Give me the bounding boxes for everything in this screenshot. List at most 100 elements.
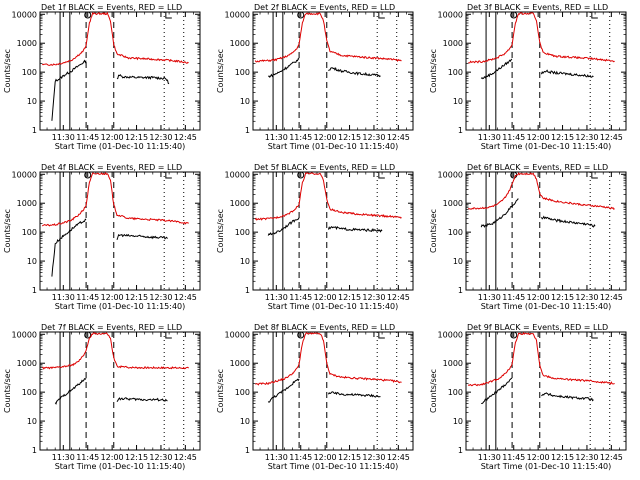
- y-tick-label: 1000: [17, 199, 37, 208]
- lld-series-line: [254, 172, 402, 221]
- flag-marker: [165, 332, 172, 339]
- y-tick-label: 100: [235, 228, 250, 237]
- x-tick-label: 12:15: [338, 133, 361, 142]
- x-tick-label: 11:45: [76, 293, 99, 302]
- events-series-line: [480, 58, 513, 80]
- x-tick-label: 12:15: [125, 293, 148, 302]
- x-tick-label: 11:30: [478, 133, 501, 142]
- x-tick-label: 12:30: [149, 293, 172, 302]
- x-axis-label: Start Time (01-Dec-10 11:15:40): [268, 462, 399, 471]
- panel-title: Det 8f BLACK = Events, RED = LLD: [254, 323, 395, 332]
- events-series-line: [541, 392, 594, 402]
- panel-title: Det 3f BLACK = Events, RED = LLD: [467, 3, 608, 12]
- x-tick-label: 11:45: [289, 293, 312, 302]
- panel-det-9f: Det 9f BLACK = Events, RED = LLD 1 10 100 10…: [429, 323, 627, 471]
- y-tick-label: 1: [458, 446, 463, 455]
- y-axis-label: Counts/sec: [216, 369, 225, 413]
- events-series-line: [54, 377, 87, 405]
- lld-series-line: [468, 12, 615, 64]
- events-series-line: [116, 233, 168, 240]
- y-tick-label: 1000: [443, 199, 463, 208]
- y-axis-label: Counts/sec: [216, 209, 225, 253]
- y-tick-label: 10: [27, 417, 37, 426]
- y-tick-label: 10000: [438, 10, 463, 19]
- y-tick-label: 10000: [12, 170, 37, 179]
- y-tick-label: 10000: [438, 170, 463, 179]
- x-tick-label: 12:00: [314, 453, 337, 462]
- flag-marker: [165, 12, 172, 19]
- y-tick-label: 100: [22, 388, 37, 397]
- events-series-line: [327, 225, 383, 233]
- x-tick-label: 12:45: [387, 293, 410, 302]
- x-tick-label: 12:15: [125, 133, 148, 142]
- x-tick-label: 12:15: [551, 453, 574, 462]
- y-tick-label: 1: [245, 286, 250, 295]
- y-tick-label: 10: [240, 417, 250, 426]
- y-tick-label: 10: [27, 257, 37, 266]
- x-tick-label: 12:30: [362, 453, 385, 462]
- y-tick-label: 1000: [17, 39, 37, 48]
- x-axis-label: Start Time (01-Dec-10 11:15:40): [481, 302, 612, 311]
- lld-series-line: [41, 332, 189, 370]
- events-series-line: [116, 74, 170, 85]
- x-axis-label: Start Time (01-Dec-10 11:15:40): [55, 142, 186, 151]
- panel-title: Det 1f BLACK = Events, RED = LLD: [41, 3, 182, 12]
- x-axis-label: Start Time (01-Dec-10 11:15:40): [55, 302, 186, 311]
- x-tick-label: 11:45: [76, 133, 99, 142]
- x-tick-label: 11:30: [265, 133, 288, 142]
- events-series-line: [540, 215, 596, 228]
- panel-det-2f: Det 2f BLACK = Events, RED = LLD 1 10 100 10…: [216, 3, 414, 151]
- y-tick-label: 100: [448, 228, 463, 237]
- x-tick-label: 11:45: [289, 133, 312, 142]
- panel-title: Det 5f BLACK = Events, RED = LLD: [254, 163, 395, 172]
- panel-title: Det 6f BLACK = Events, RED = LLD: [467, 163, 608, 172]
- y-tick-label: 10000: [225, 170, 250, 179]
- y-tick-label: 10: [453, 97, 463, 106]
- y-tick-label: 1000: [443, 39, 463, 48]
- x-tick-label: 11:30: [265, 453, 288, 462]
- y-tick-label: 1000: [230, 359, 250, 368]
- y-axis-label: Counts/sec: [429, 369, 438, 413]
- x-tick-label: 12:15: [338, 453, 361, 462]
- x-tick-label: 11:30: [478, 293, 501, 302]
- y-tick-label: 1000: [17, 359, 37, 368]
- y-tick-label: 10000: [225, 10, 250, 19]
- y-tick-label: 10000: [12, 10, 37, 19]
- flag-marker: [165, 172, 172, 179]
- events-series-line: [327, 391, 381, 398]
- x-tick-label: 12:00: [101, 133, 124, 142]
- x-tick-label: 12:30: [362, 293, 385, 302]
- events-series-line: [267, 57, 300, 78]
- y-tick-label: 1000: [230, 199, 250, 208]
- panel-title: Det 4f BLACK = Events, RED = LLD: [41, 163, 182, 172]
- x-tick-label: 12:30: [575, 453, 598, 462]
- panel-title: Det 7f BLACK = Events, RED = LLD: [41, 323, 182, 332]
- y-tick-label: 10000: [225, 330, 250, 339]
- x-tick-label: 12:45: [600, 133, 623, 142]
- x-tick-label: 12:00: [314, 133, 337, 142]
- x-tick-label: 12:45: [387, 453, 410, 462]
- lld-series-line: [467, 171, 615, 210]
- events-series-line: [51, 218, 87, 277]
- x-tick-label: 12:45: [387, 133, 410, 142]
- x-tick-label: 12:00: [527, 453, 550, 462]
- y-tick-label: 1000: [230, 39, 250, 48]
- lld-series-line: [42, 11, 189, 66]
- panel-det-5f: Det 5f BLACK = Events, RED = LLD 1 10 100 10…: [216, 163, 414, 311]
- x-tick-label: 12:00: [314, 293, 337, 302]
- y-axis-label: Counts/sec: [3, 49, 12, 93]
- y-axis-label: Counts/sec: [3, 369, 12, 413]
- x-tick-label: 11:45: [502, 293, 525, 302]
- y-axis-label: Counts/sec: [216, 49, 225, 93]
- x-tick-label: 11:30: [478, 453, 501, 462]
- x-tick-label: 11:30: [265, 293, 288, 302]
- lld-series-line: [467, 331, 615, 387]
- x-axis-label: Start Time (01-Dec-10 11:15:40): [268, 302, 399, 311]
- flag-marker: [591, 332, 598, 339]
- x-tick-label: 12:00: [527, 293, 550, 302]
- y-tick-label: 1: [458, 126, 463, 135]
- panel-det-6f: Det 6f BLACK = Events, RED = LLD 1 10 100 10…: [429, 163, 627, 311]
- panel-det-4f: Det 4f BLACK = Events, RED = LLD 1 10 100 10…: [3, 163, 201, 311]
- flag-marker: [591, 12, 598, 19]
